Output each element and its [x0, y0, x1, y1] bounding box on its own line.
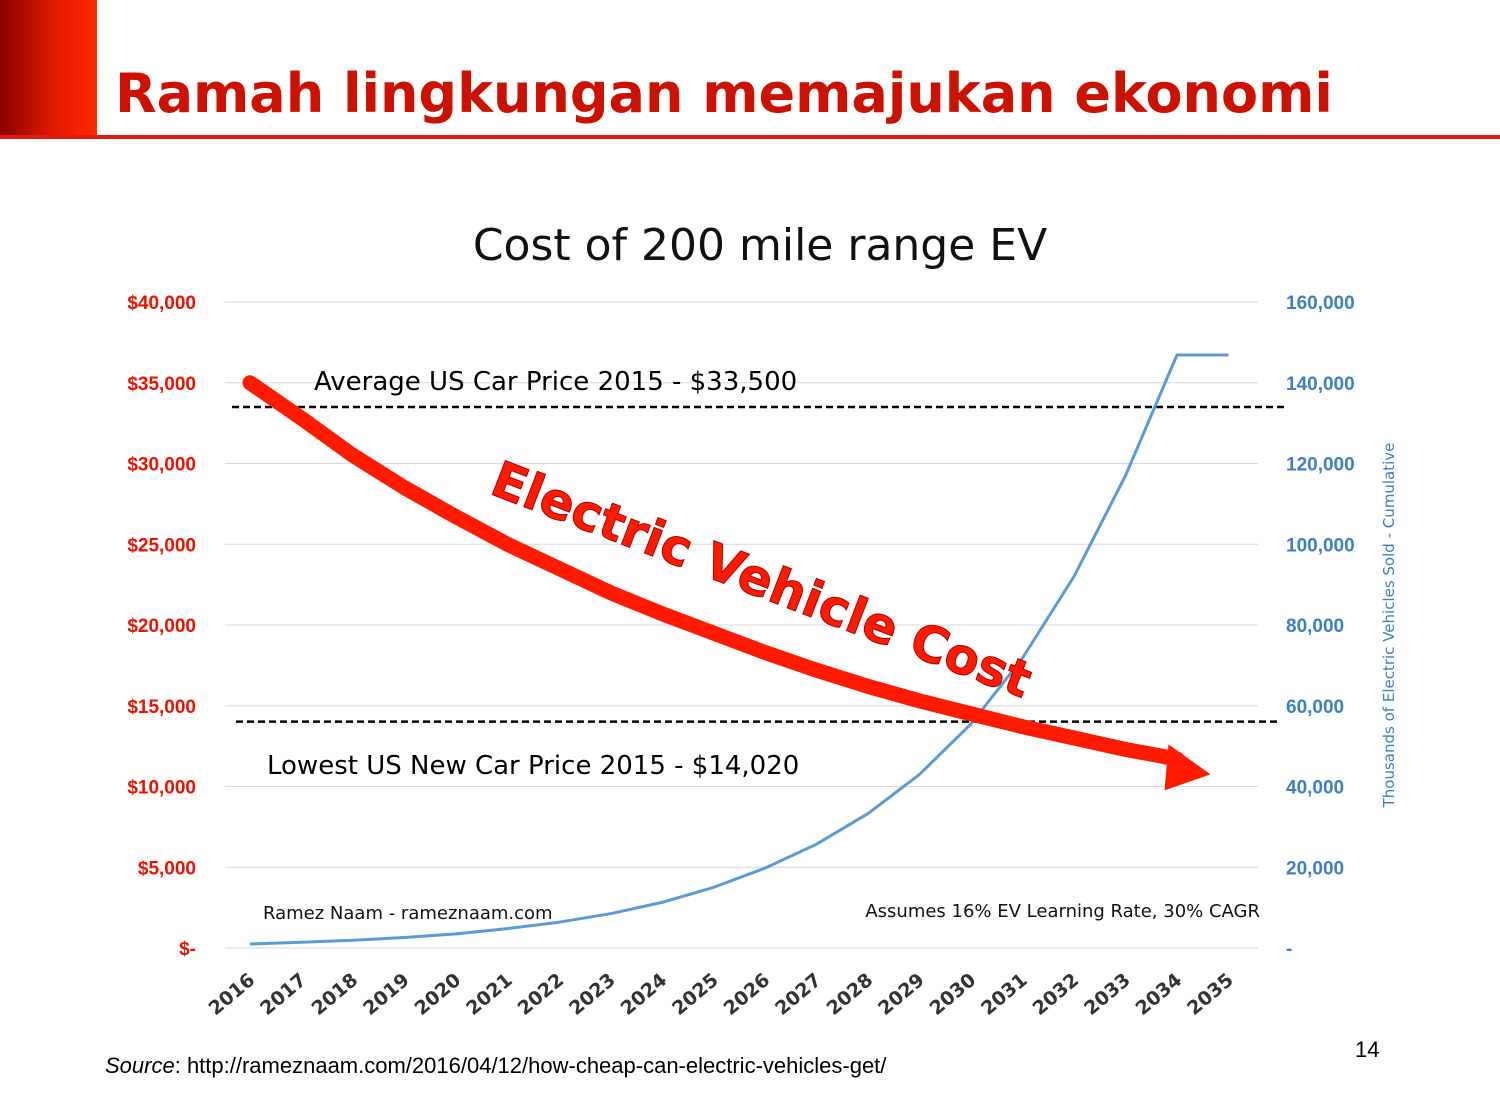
slide-title: Ramah lingkungan memajukan ekonomi — [115, 62, 1333, 125]
y-right-tick-label: 160,000 — [1286, 293, 1355, 314]
x-tick-label: 2019 — [359, 969, 414, 1020]
source-label: Source — [105, 1053, 175, 1078]
source-citation: Source: http://rameznaam.com/2016/04/12/… — [105, 1053, 886, 1079]
x-tick-label: 2020 — [411, 969, 466, 1020]
y-left-tick-label: $- — [179, 939, 196, 960]
y-left-tick-label: $40,000 — [127, 293, 196, 314]
y-left-tick-label: $15,000 — [127, 697, 196, 718]
chart-annotation: Assumes 16% EV Learning Rate, 30% CAGR — [865, 901, 1260, 922]
x-tick-label: 2023 — [565, 969, 620, 1020]
x-tick-label: 2025 — [668, 969, 723, 1020]
y-right-tick-label: 120,000 — [1286, 455, 1355, 476]
ev-cost-arrowhead — [1164, 744, 1211, 791]
y-left-tick-label: $10,000 — [127, 778, 196, 799]
x-tick-label: 2018 — [308, 969, 363, 1020]
y-right-axis-label: Thousands of Electric Vehicles Sold - Cu… — [1380, 443, 1398, 809]
chart-annotation: Ramez Naam - rameznaam.com — [263, 903, 553, 924]
y-right-tick-label: 100,000 — [1286, 535, 1355, 556]
x-tick-label: 2024 — [617, 969, 672, 1020]
x-tick-label: 2017 — [256, 969, 311, 1020]
ev-sales-line — [249, 353, 1229, 946]
y-right-tick-label: 60,000 — [1286, 697, 1344, 718]
y-right-tick-label: 20,000 — [1286, 858, 1344, 879]
x-tick-label: 2033 — [1080, 969, 1135, 1020]
x-tick-label: 2028 — [823, 969, 878, 1020]
y-right-tick-label: 40,000 — [1286, 778, 1344, 799]
y-left-tick-label: $20,000 — [127, 616, 196, 637]
reference-line-label: Lowest US New Car Price 2015 - $14,020 — [267, 751, 799, 781]
source-url[interactable]: : http://rameznaam.com/2016/04/12/how-ch… — [174, 1053, 887, 1078]
header-accent-bar — [0, 0, 97, 137]
x-tick-label: 2034 — [1132, 969, 1187, 1020]
y-right-tick-label: 80,000 — [1286, 616, 1344, 637]
y-left-tick-label: $25,000 — [127, 535, 196, 556]
x-tick-label: 2016 — [205, 969, 260, 1020]
y-right-tick-label: - — [1286, 939, 1292, 960]
x-tick-label: 2022 — [514, 969, 569, 1020]
x-tick-label: 2029 — [874, 969, 929, 1020]
header-rule — [0, 135, 1500, 139]
y-left-tick-label: $35,000 — [127, 374, 196, 395]
y-right-tick-label: 140,000 — [1286, 374, 1355, 395]
ev-cost-line — [242, 375, 1196, 778]
x-tick-label: 2032 — [1029, 969, 1084, 1020]
reference-line-label: Average US Car Price 2015 - $33,500 — [314, 367, 797, 397]
x-tick-label: 2035 — [1183, 969, 1238, 1020]
y-left-tick-label: $5,000 — [138, 858, 196, 879]
y-left-tick-label: $30,000 — [127, 455, 196, 476]
x-tick-label: 2031 — [977, 969, 1032, 1020]
x-tick-label: 2030 — [926, 969, 981, 1020]
page-number: 14 — [1355, 1037, 1380, 1062]
chart-title: Cost of 200 mile range EV — [473, 220, 1047, 271]
x-tick-label: 2021 — [462, 969, 517, 1020]
x-tick-label: 2026 — [720, 969, 775, 1020]
x-tick-label: 2027 — [771, 969, 826, 1020]
